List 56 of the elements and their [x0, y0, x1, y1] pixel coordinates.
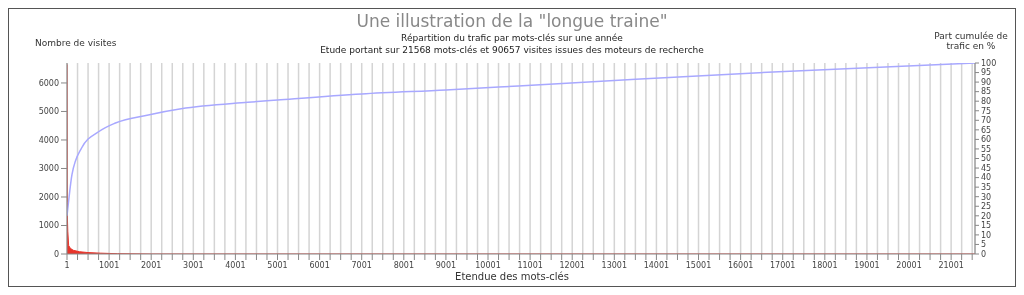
x-tick-label: 1 [64, 260, 70, 270]
y-tick-label: 2000 [38, 192, 59, 202]
x-tick-label: 12001 [559, 260, 585, 270]
x-tick-label: 9001 [435, 260, 457, 270]
text: Etude portant sur 21568 mots-clés et 90657 visites issues des moteurs de recherche [320, 45, 704, 55]
x-tick-label: 8001 [393, 260, 414, 270]
y-tick-label: 1000 [38, 221, 59, 231]
y2-tick-label: 5 [981, 240, 987, 250]
y2-tick-label: 60 [981, 135, 992, 145]
y2-axis-title: Part cumulée de trafic en % [933, 31, 1009, 51]
y2-tick-label: 90 [981, 77, 992, 87]
y2-tick-label: 50 [981, 154, 992, 164]
x-tick-label: 11001 [517, 260, 543, 270]
x-tick-label: 16001 [727, 260, 754, 270]
y2-tick-label: 75 [981, 106, 992, 116]
x-tick-label: 5001 [267, 260, 288, 270]
y2-tick-label: 20 [981, 211, 992, 221]
x-tick-label: 13001 [601, 260, 628, 270]
y-tick-label: 5000 [38, 107, 59, 117]
x-tick-label: 1001 [98, 260, 120, 270]
y2-tick-label: 65 [981, 125, 992, 135]
x-tick-label: 3001 [183, 260, 204, 270]
y2-tick-label: 70 [981, 116, 992, 126]
x-tick-label: 20001 [896, 260, 922, 270]
chart-title: Une illustration de la "longue traine" [355, 11, 669, 31]
y2-tick-label: 10 [981, 230, 992, 240]
x-axis-title: Etendue des mots-clés [454, 271, 570, 282]
x-tick-label: 19001 [854, 260, 880, 270]
y2-tick-label: 35 [981, 182, 992, 192]
chart-subtitle: Répartition du trafic par mots-clés sur une année [401, 33, 623, 43]
x-tick-label: 21001 [938, 260, 964, 270]
y2-tick-label: 45 [981, 163, 992, 173]
y2-tick-label: 55 [981, 144, 992, 154]
x-tick-label: 17001 [770, 260, 796, 270]
y2-tick-label: 25 [981, 202, 992, 212]
x-tick-label: 2001 [141, 260, 162, 270]
y2-tick-label: 40 [981, 173, 992, 183]
y-tick-label: 4000 [38, 135, 59, 145]
y-tick-label: 0 [53, 249, 59, 259]
y-tick-label: 6000 [38, 78, 59, 88]
x-tick-label: 10001 [475, 260, 501, 270]
y2-tick-label: 0 [981, 249, 987, 259]
x-tick-label: 14001 [643, 260, 670, 270]
x-tick-label: 15001 [685, 260, 712, 270]
y-axis-title: Nombre de visites [35, 38, 117, 48]
y-tick-label: 3000 [38, 164, 59, 174]
y2-tick-label: 30 [981, 192, 992, 202]
y2-tick-label: 95 [981, 68, 992, 78]
x-tick-label: 6001 [309, 260, 330, 270]
y2-tick-label: 100 [981, 58, 997, 68]
y2-tick-label: 15 [981, 221, 992, 231]
y2-tick-label: 80 [981, 97, 992, 107]
x-tick-label: 18001 [812, 260, 838, 270]
y2-tick-label: 85 [981, 87, 992, 97]
x-tick-label: 4001 [225, 260, 246, 270]
x-tick-label: 7001 [351, 260, 372, 270]
